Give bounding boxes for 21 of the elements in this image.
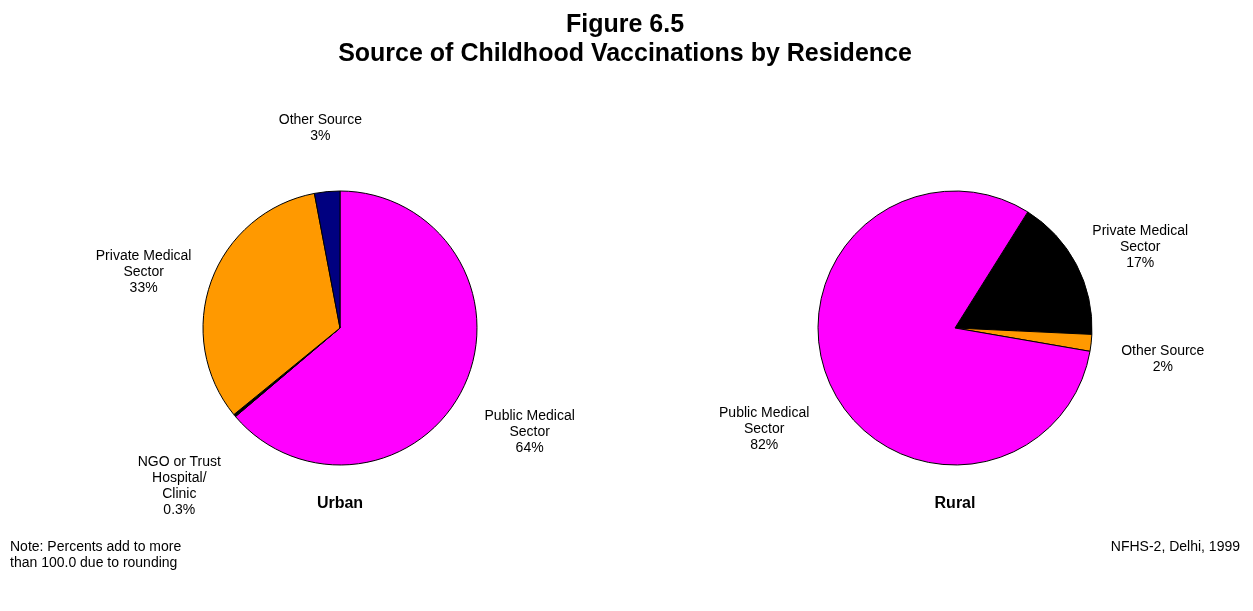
text: Note: Percents add to more than 100.0 due to rounding [10,538,182,570]
text: Figure 6.5 [565,9,685,37]
data-label: 3% [310,126,331,143]
slice-label: NGO or Trust Hospital/ Clinic [137,452,222,501]
pie-slice [817,190,1091,466]
slice-label: Public Medical Sector [484,406,575,439]
text: Rural [934,494,976,511]
slice-label: Private Medical Sector [1092,222,1189,255]
slice-label: Public Medical Sector [719,404,810,437]
data-label: 82% [750,436,779,453]
data-label: 0.3% [163,500,196,517]
text: Urban [316,494,364,511]
data-label: 2% [1152,357,1173,374]
slice-label: Private Medical Sector [95,247,192,280]
data-label: 17% [1126,254,1155,271]
text: NFHS-2, Delhi, 1999 [1110,538,1241,554]
data-label: 33% [129,279,158,296]
slice-label: Other Source [278,110,363,127]
text: Source of Childhood Vaccinations by Residence [338,38,912,66]
slice-label: Other Source [1121,341,1205,358]
data-label: 64% [515,438,544,455]
